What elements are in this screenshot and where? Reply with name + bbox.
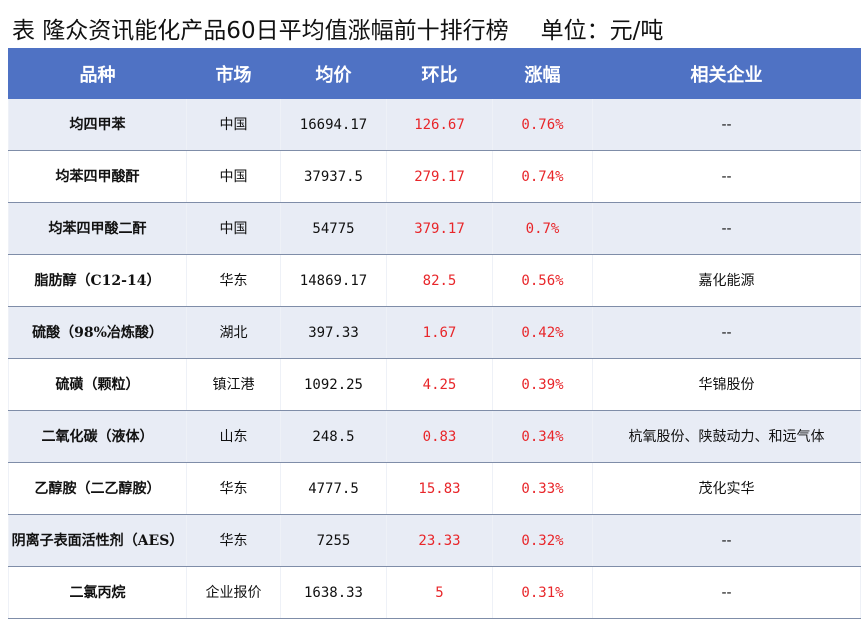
cell-increase: 0.74% [492, 150, 593, 203]
cell-increase: 0.7% [492, 202, 593, 255]
cell-product: 脂肪醇（C12-14） [8, 254, 187, 307]
col-header-avg-price: 均价 [280, 48, 387, 99]
table-row: 均四甲苯 中国 16694.17 126.67 0.76% -- [8, 98, 861, 151]
cell-product: 硫磺（颗粒） [8, 358, 187, 411]
cell-market: 华东 [186, 514, 281, 567]
cell-increase: 0.39% [492, 358, 593, 411]
cell-avg-price: 1092.25 [280, 358, 387, 411]
col-header-company: 相关企业 [592, 48, 861, 99]
cell-company: 茂化实华 [592, 462, 861, 515]
col-header-market: 市场 [186, 48, 281, 99]
cell-market: 山东 [186, 410, 281, 463]
cell-product: 均苯四甲酸二酐 [8, 202, 187, 255]
col-header-change: 环比 [386, 48, 493, 99]
cell-company: -- [592, 514, 861, 567]
cell-product: 二氯丙烷 [8, 566, 187, 619]
cell-change: 82.5 [386, 254, 493, 307]
table-row: 乙醇胺（二乙醇胺） 华东 4777.5 15.83 0.33% 茂化实华 [8, 462, 861, 515]
ranking-table: 品种 市场 均价 环比 涨幅 相关企业 均四甲苯 中国 16694.17 126… [8, 48, 861, 619]
col-header-increase: 涨幅 [492, 48, 593, 99]
cell-market: 中国 [186, 202, 281, 255]
cell-product: 二氧化碳（液体） [8, 410, 187, 463]
cell-increase: 0.56% [492, 254, 593, 307]
table-row: 二氧化碳（液体） 山东 248.5 0.83 0.34% 杭氧股份、陕鼓动力、和… [8, 410, 861, 463]
cell-change: 1.67 [386, 306, 493, 359]
cell-change: 5 [386, 566, 493, 619]
cell-company: -- [592, 150, 861, 203]
cell-market: 企业报价 [186, 566, 281, 619]
col-header-product: 品种 [8, 48, 187, 99]
cell-avg-price: 54775 [280, 202, 387, 255]
table-title: 表 隆众资讯能化产品60日平均值涨幅前十排行榜 单位：元/吨 [12, 14, 663, 48]
cell-market: 中国 [186, 150, 281, 203]
cell-market: 镇江港 [186, 358, 281, 411]
cell-market: 湖北 [186, 306, 281, 359]
cell-product: 均苯四甲酸酐 [8, 150, 187, 203]
cell-avg-price: 7255 [280, 514, 387, 567]
cell-change: 279.17 [386, 150, 493, 203]
cell-change: 126.67 [386, 98, 493, 151]
cell-company: -- [592, 202, 861, 255]
cell-change: 15.83 [386, 462, 493, 515]
cell-increase: 0.76% [492, 98, 593, 151]
unit-label: 单位：元/吨 [540, 18, 664, 44]
table-row: 均苯四甲酸二酐 中国 54775 379.17 0.7% -- [8, 202, 861, 255]
cell-avg-price: 14869.17 [280, 254, 387, 307]
cell-change: 23.33 [386, 514, 493, 567]
cell-company: 杭氧股份、陕鼓动力、和远气体 [592, 410, 861, 463]
cell-company: -- [592, 306, 861, 359]
cell-product: 硫酸（98%冶炼酸） [8, 306, 187, 359]
cell-market: 华东 [186, 254, 281, 307]
title-text: 表 隆众资讯能化产品60日平均值涨幅前十排行榜 [12, 18, 509, 44]
cell-avg-price: 1638.33 [280, 566, 387, 619]
cell-increase: 0.42% [492, 306, 593, 359]
cell-change: 379.17 [386, 202, 493, 255]
cell-change: 0.83 [386, 410, 493, 463]
cell-product: 阴离子表面活性剂（AES） [8, 514, 187, 567]
cell-avg-price: 397.33 [280, 306, 387, 359]
cell-market: 中国 [186, 98, 281, 151]
cell-avg-price: 37937.5 [280, 150, 387, 203]
table-row: 阴离子表面活性剂（AES） 华东 7255 23.33 0.32% -- [8, 514, 861, 567]
cell-avg-price: 4777.5 [280, 462, 387, 515]
cell-avg-price: 16694.17 [280, 98, 387, 151]
cell-increase: 0.32% [492, 514, 593, 567]
cell-increase: 0.31% [492, 566, 593, 619]
table-row: 脂肪醇（C12-14） 华东 14869.17 82.5 0.56% 嘉化能源 [8, 254, 861, 307]
header-row: 品种 市场 均价 环比 涨幅 相关企业 [8, 48, 861, 99]
cell-company: 华锦股份 [592, 358, 861, 411]
cell-change: 4.25 [386, 358, 493, 411]
cell-increase: 0.33% [492, 462, 593, 515]
cell-company: 嘉化能源 [592, 254, 861, 307]
cell-company: -- [592, 98, 861, 151]
cell-market: 华东 [186, 462, 281, 515]
table-row: 硫磺（颗粒） 镇江港 1092.25 4.25 0.39% 华锦股份 [8, 358, 861, 411]
table-row: 硫酸（98%冶炼酸） 湖北 397.33 1.67 0.42% -- [8, 306, 861, 359]
cell-avg-price: 248.5 [280, 410, 387, 463]
cell-product: 乙醇胺（二乙醇胺） [8, 462, 187, 515]
table-row: 二氯丙烷 企业报价 1638.33 5 0.31% -- [8, 566, 861, 619]
table-row: 均苯四甲酸酐 中国 37937.5 279.17 0.74% -- [8, 150, 861, 203]
cell-product: 均四甲苯 [8, 98, 187, 151]
cell-company: -- [592, 566, 861, 619]
cell-increase: 0.34% [492, 410, 593, 463]
